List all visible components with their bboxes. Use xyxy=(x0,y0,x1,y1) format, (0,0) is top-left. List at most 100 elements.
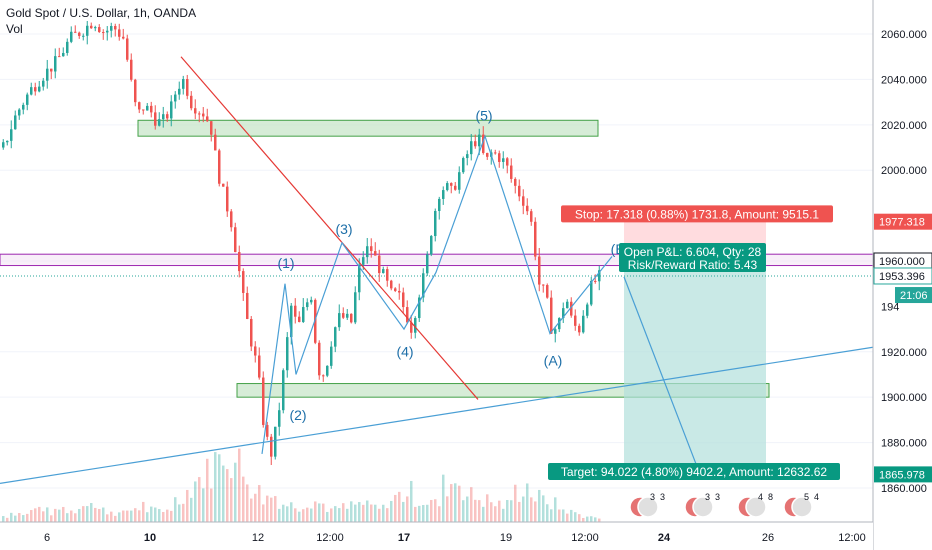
price-axis[interactable]: 2060.000 2040.000 2020.000 2000.000 1960.000… xyxy=(872,0,932,550)
candle-body xyxy=(74,31,77,33)
candle-body xyxy=(42,80,45,87)
candle-body xyxy=(422,273,425,298)
volume-bar xyxy=(10,512,13,522)
time-axis[interactable]: 6 10 12 12:00 17 19 12:00 24 26 12:00 xyxy=(0,521,873,550)
volume-bar xyxy=(226,469,229,522)
volume-bar xyxy=(86,506,89,522)
volume-bar xyxy=(266,495,269,522)
volume-bar xyxy=(62,506,65,522)
volume-bar xyxy=(202,488,205,522)
volume-bar xyxy=(2,516,5,522)
volume-bar xyxy=(458,485,461,522)
candle-body xyxy=(566,301,569,309)
candle-body xyxy=(558,318,561,330)
volume-bar xyxy=(302,509,305,522)
volume-bar xyxy=(406,496,409,522)
candle-body xyxy=(302,307,305,322)
drawings-layer xyxy=(0,56,874,485)
candle-body xyxy=(298,316,301,322)
candle-body xyxy=(334,327,337,347)
current-price-tag-border xyxy=(873,267,932,285)
volume-bar xyxy=(42,511,45,522)
volume-bar xyxy=(282,504,285,522)
volume-bar xyxy=(350,501,353,522)
candle-body xyxy=(258,355,261,378)
volume-bar xyxy=(142,501,145,522)
candle-body xyxy=(554,329,557,334)
volume-bar xyxy=(534,501,537,522)
candle-body xyxy=(38,86,41,92)
candle-body xyxy=(446,183,449,191)
candle-body xyxy=(530,211,533,222)
volume-bar xyxy=(158,509,161,522)
candle-body xyxy=(86,25,89,36)
volume-bar xyxy=(494,506,497,522)
candle-body xyxy=(390,280,393,289)
candle-body xyxy=(330,346,333,366)
volume-bar xyxy=(394,494,397,522)
candle-body xyxy=(102,32,105,34)
candle-body xyxy=(230,211,233,228)
candle-body xyxy=(30,87,33,95)
candle-body xyxy=(226,186,229,212)
volume-bar xyxy=(326,511,329,522)
candle-body xyxy=(526,205,529,212)
volume-bar xyxy=(206,458,209,522)
candle-body xyxy=(478,134,481,147)
target-price-tag: 1865.978 xyxy=(879,469,925,481)
volume-bar xyxy=(498,500,501,522)
event-badge-flag-icon xyxy=(637,496,659,518)
candle-body xyxy=(510,165,513,179)
volume-bar xyxy=(82,506,85,522)
current-price-tag: 1953.396 xyxy=(879,271,925,283)
volume-bar xyxy=(318,503,321,522)
event-badge-count: 3 xyxy=(705,492,710,502)
candle-body xyxy=(518,185,521,197)
wave-label: (A) xyxy=(544,352,563,368)
price-tick-label: 194 xyxy=(881,301,899,313)
candle-body xyxy=(66,41,69,53)
candle-body xyxy=(254,346,257,356)
candle-body xyxy=(346,313,349,318)
candle-body xyxy=(546,285,549,298)
volume-bar xyxy=(194,481,197,522)
candle-body xyxy=(266,424,269,437)
candle-body xyxy=(342,313,345,318)
volume-bar xyxy=(74,513,77,522)
volume-bar xyxy=(286,506,289,522)
volume-bar xyxy=(586,516,589,522)
volume-bar xyxy=(338,508,341,522)
volume-bar xyxy=(362,504,365,522)
candle-body xyxy=(434,210,437,237)
candle-body xyxy=(358,264,361,293)
volume-bar xyxy=(562,509,565,522)
volume-bar xyxy=(94,507,97,522)
candle-body xyxy=(374,251,377,256)
time-tick-label: 12 xyxy=(252,532,264,544)
time-tick-label: 26 xyxy=(762,532,774,544)
volume-bar xyxy=(434,499,437,522)
volume-bar xyxy=(150,506,153,522)
candle-body xyxy=(426,254,429,274)
volume-bar xyxy=(218,454,221,522)
candle-body xyxy=(582,315,585,333)
candle-body xyxy=(366,246,369,258)
volume-bar xyxy=(346,508,349,522)
volume-bar xyxy=(462,500,465,522)
volume-bar xyxy=(510,500,513,522)
volume-bar xyxy=(250,498,253,522)
candle-body xyxy=(474,141,477,147)
wave-label: (1) xyxy=(277,255,294,271)
price-tick-label: 2000.000 xyxy=(881,165,927,177)
candle-body xyxy=(206,116,209,122)
volume-bar xyxy=(118,512,121,522)
candle-body xyxy=(506,158,509,166)
volume-bar xyxy=(254,493,257,522)
candle-body xyxy=(378,255,381,274)
candle-body xyxy=(246,292,249,319)
candle-body xyxy=(10,129,13,141)
volume-bar xyxy=(550,509,553,522)
candle-body xyxy=(210,121,213,135)
volume-bar xyxy=(478,500,481,522)
